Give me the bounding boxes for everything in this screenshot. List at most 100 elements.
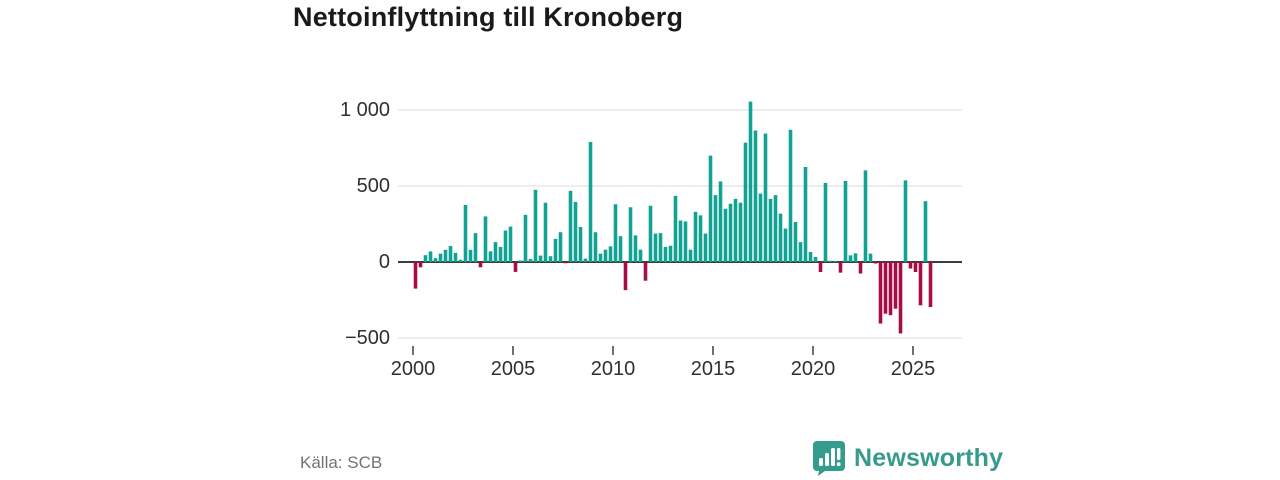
bar: [518, 260, 523, 262]
bar: [828, 260, 833, 262]
bar: [653, 233, 658, 262]
bar: [613, 204, 618, 262]
bar: [548, 256, 553, 262]
bar: [428, 251, 433, 262]
bar: [658, 233, 663, 262]
x-axis-label: 2010: [590, 358, 636, 380]
bar: [543, 202, 548, 262]
bar: [898, 262, 903, 334]
bar: [538, 255, 543, 262]
bar: [618, 236, 623, 262]
bar: [748, 101, 753, 262]
bar: [793, 222, 798, 262]
bar: [733, 198, 738, 262]
bar: [883, 262, 888, 314]
x-axis-label: 2020: [790, 358, 836, 380]
bar: [678, 220, 683, 262]
y-axis-label: −500: [344, 327, 390, 349]
bar: [638, 249, 643, 262]
bar: [713, 195, 718, 262]
bar: [573, 201, 578, 262]
bar: [468, 249, 473, 262]
bar: [698, 215, 703, 262]
bar: [803, 167, 808, 262]
bar: [673, 195, 678, 262]
bar: [423, 255, 428, 262]
bar: [768, 198, 773, 262]
bar: [458, 259, 463, 262]
bar: [903, 180, 908, 262]
bar: [848, 255, 853, 262]
source-label: Källa: SCB: [300, 453, 383, 472]
bar: [628, 207, 633, 262]
bar: [758, 193, 763, 262]
newsworthy-bar-chart-bubble-icon: [813, 441, 845, 476]
bar: [688, 249, 693, 262]
bar: [523, 214, 528, 262]
x-axis-label: 2025: [890, 358, 936, 380]
bar: [553, 238, 558, 262]
bar: [513, 262, 518, 272]
bar: [858, 262, 863, 274]
bar: [598, 253, 603, 262]
bar: [683, 221, 688, 262]
bar: [623, 262, 628, 291]
bar: [433, 258, 438, 262]
bar: [853, 253, 858, 262]
bar: [448, 246, 453, 262]
y-axis-label: 0: [378, 251, 390, 273]
bar-chart-plot: [398, 101, 962, 355]
newsworthy-logo: Newsworthy: [812, 440, 1003, 476]
bar: [663, 246, 668, 262]
bar: [878, 262, 883, 324]
x-axis-label: 2000: [390, 358, 436, 380]
bar: [918, 262, 923, 306]
bar: [693, 211, 698, 262]
bar: [488, 251, 493, 262]
bar: [743, 142, 748, 262]
x-axis-label: 2015: [690, 358, 736, 380]
bar: [788, 129, 793, 262]
y-axis-label: 500: [356, 175, 390, 197]
bar: [608, 246, 613, 262]
bar: [418, 262, 423, 268]
bar: [818, 262, 823, 273]
bar: [648, 205, 653, 262]
bar: [558, 232, 563, 262]
bar: [823, 182, 828, 262]
bar: [738, 202, 743, 262]
bar: [438, 253, 443, 262]
bar: [533, 189, 538, 262]
bar: [783, 228, 788, 262]
bar: [863, 170, 868, 262]
bar: [928, 262, 933, 307]
bar: [578, 227, 583, 262]
bar: [843, 180, 848, 262]
bar: [668, 245, 673, 262]
bar: [778, 213, 783, 262]
bar: [493, 242, 498, 262]
x-axis-label: 2005: [490, 358, 536, 380]
bar: [708, 155, 713, 262]
bar: [753, 130, 758, 262]
bar: [838, 262, 843, 273]
bar: [888, 262, 893, 316]
y-axis-label: 1 000: [339, 99, 390, 121]
bar: [718, 181, 723, 262]
bar: [443, 249, 448, 262]
bar: [633, 235, 638, 262]
bar: [413, 262, 418, 289]
bar: [463, 205, 468, 262]
bar: [913, 262, 918, 273]
bar: [908, 262, 913, 269]
bar: [798, 242, 803, 262]
chart-title: Nettoinflyttning till Kronoberg: [293, 2, 684, 32]
bar: [643, 262, 648, 281]
bar: [728, 203, 733, 262]
newsworthy-wordmark: Newsworthy: [854, 443, 1004, 472]
bar: [808, 251, 813, 262]
bar: [528, 258, 533, 262]
bar: [588, 141, 593, 262]
bar: [508, 226, 513, 262]
